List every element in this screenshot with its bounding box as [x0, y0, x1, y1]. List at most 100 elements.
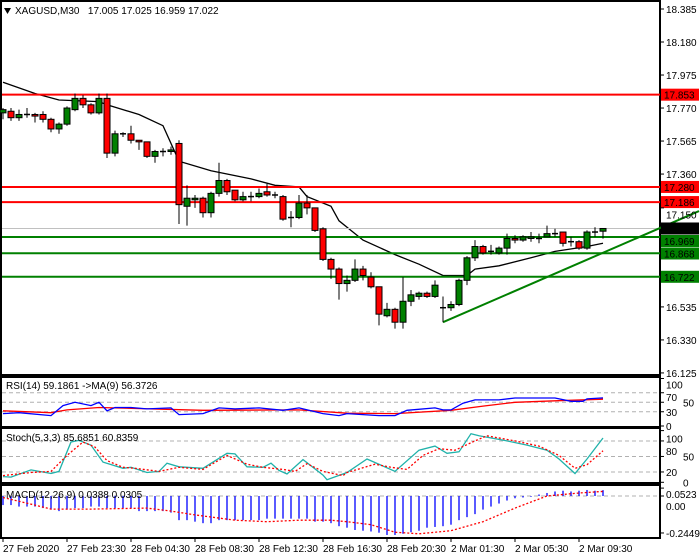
macd-tick-label: 0.0523: [666, 490, 697, 501]
candle-down[interactable]: [263, 191, 271, 196]
rsi-tick-label: 30: [666, 408, 678, 419]
candle-down[interactable]: [7, 110, 15, 119]
candle-up[interactable]: [463, 257, 471, 281]
candle-down[interactable]: [367, 276, 375, 288]
stoch-frame: [0, 427, 661, 484]
candle-up[interactable]: [431, 284, 439, 297]
candle-up[interactable]: [383, 308, 391, 317]
candle-down[interactable]: [479, 246, 487, 254]
candle-down[interactable]: [391, 308, 399, 323]
candle-down[interactable]: [423, 292, 431, 297]
candle-up[interactable]: [519, 236, 527, 241]
time-tick-label: 28 Feb 12:30: [259, 544, 318, 555]
candle-down[interactable]: [559, 231, 567, 244]
stoch-tick-label: 0: [683, 478, 689, 489]
candle-down[interactable]: [575, 241, 583, 249]
candle-down[interactable]: [199, 197, 207, 214]
current-price-label: 17.022: [664, 224, 695, 235]
price-tick-label: 16.330: [666, 336, 697, 347]
candle-up[interactable]: [111, 133, 119, 154]
candle-down[interactable]: [87, 104, 95, 114]
price-tick-label: 18.385: [666, 5, 697, 16]
candle-up[interactable]: [215, 179, 223, 194]
candle-down[interactable]: [319, 228, 327, 260]
candle-down[interactable]: [31, 113, 39, 117]
triangle-down-icon[interactable]: [4, 8, 11, 14]
price-tick-label: 17.565: [666, 137, 697, 148]
stoch-tick-label: 50: [683, 452, 695, 463]
candle-up[interactable]: [207, 192, 215, 214]
candle-down[interactable]: [47, 118, 55, 130]
rsi-tick-label: 70: [666, 393, 678, 404]
candle-down[interactable]: [143, 141, 151, 157]
candle-up[interactable]: [415, 292, 423, 297]
candle-up[interactable]: [527, 236, 535, 239]
candle-down[interactable]: [311, 207, 319, 231]
candle-up[interactable]: [447, 303, 455, 309]
price-tag-label: 17.280: [664, 183, 695, 194]
candle-up[interactable]: [15, 113, 23, 119]
candle-down[interactable]: [231, 189, 239, 201]
candle-up[interactable]: [543, 233, 551, 238]
candle-up[interactable]: [407, 294, 415, 302]
trendline[interactable]: [442, 210, 700, 324]
candle-down[interactable]: [135, 139, 143, 143]
candle-up[interactable]: [151, 151, 159, 157]
candle-up[interactable]: [343, 279, 351, 285]
rsi-label: RSI(14) 59.1861 ->MA(9) 56.3726: [6, 381, 158, 392]
candle-down[interactable]: [511, 237, 519, 241]
candle-up[interactable]: [95, 97, 103, 114]
candle-up[interactable]: [183, 197, 191, 207]
price-panel[interactable]: [0, 0, 700, 376]
candle-down[interactable]: [175, 142, 183, 206]
candle-down[interactable]: [279, 196, 287, 220]
candle-up[interactable]: [55, 123, 63, 130]
candle-down[interactable]: [335, 268, 343, 285]
candle-up[interactable]: [255, 192, 263, 198]
panel-labels: XAGUSD,M30 17.005 17.025 16.959 17.022 R…: [4, 6, 219, 501]
symbol-label: XAGUSD,M30: [15, 6, 80, 17]
rsi-tick-label: 0: [666, 422, 672, 433]
candle-down[interactable]: [327, 258, 335, 270]
candle-up[interactable]: [63, 107, 71, 125]
axis-labels: 18.385 18.180 17.975 17.853 17.770 17.565 17.3…: [660, 5, 700, 540]
candle-down[interactable]: [79, 97, 87, 106]
candle-up[interactable]: [0, 109, 7, 114]
candle-up[interactable]: [191, 197, 199, 201]
candle-up[interactable]: [71, 97, 79, 111]
candle-down[interactable]: [223, 179, 231, 193]
time-tick-label: 27 Feb 2020: [3, 544, 60, 555]
candle-up[interactable]: [239, 196, 247, 201]
candle-up[interactable]: [583, 231, 591, 249]
stochastic-panel[interactable]: [0, 427, 661, 484]
price-tick-label: 16.125: [666, 369, 697, 380]
candle-up[interactable]: [351, 268, 359, 281]
macd-signal-line: [2, 490, 604, 535]
price-panel-frame: [0, 0, 661, 376]
candle-up[interactable]: [295, 202, 303, 219]
price-tag-label: 16.969: [664, 237, 695, 248]
macd-panel[interactable]: [0, 484, 661, 539]
price-tick-label: 16.535: [666, 303, 697, 314]
candle-up[interactable]: [167, 149, 175, 153]
stoch-tick-label: 20: [666, 468, 678, 479]
price-tick-label: 17.770: [666, 104, 697, 115]
time-tick-label: 28 Feb 20:30: [387, 544, 446, 555]
macd-frame: [0, 484, 661, 539]
candle-up[interactable]: [495, 247, 503, 254]
candle-down[interactable]: [303, 202, 311, 209]
candle-down[interactable]: [39, 113, 47, 120]
candle-up[interactable]: [599, 227, 607, 232]
candle-up[interactable]: [471, 246, 479, 259]
candle-up[interactable]: [399, 300, 407, 323]
candle-down[interactable]: [375, 286, 383, 315]
candle-up[interactable]: [503, 237, 511, 249]
candle-down[interactable]: [103, 97, 111, 154]
price-tick-label: 17.975: [666, 71, 697, 82]
stoch-tick-label: 80: [666, 447, 678, 458]
candle-down[interactable]: [127, 133, 135, 141]
candle-up[interactable]: [455, 279, 463, 305]
rsi-tick-label: 50: [683, 398, 695, 409]
candle-down[interactable]: [359, 268, 367, 277]
